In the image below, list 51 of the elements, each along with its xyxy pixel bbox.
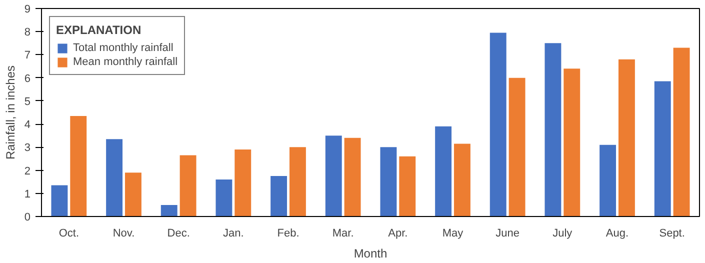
bar: [289, 147, 306, 216]
bar: [435, 126, 452, 216]
bar: [600, 144, 616, 216]
bar: [70, 116, 87, 216]
x-tick-label: Dec.: [167, 228, 190, 240]
legend-label: Total monthly rainfall: [73, 42, 174, 54]
x-tick-label: Mar.: [332, 228, 354, 240]
bar: [454, 144, 470, 216]
y-tick-label: 9: [24, 4, 31, 16]
legend-title: EXPLANATION: [56, 23, 142, 37]
x-tick-label: Aug.: [606, 228, 629, 240]
bar: [618, 59, 635, 216]
y-tick-label: 0: [24, 212, 31, 224]
y-tick-label: 8: [24, 26, 31, 39]
x-tick-label: June: [496, 228, 520, 240]
bar: [216, 180, 232, 216]
bar: [180, 155, 196, 216]
bar: [325, 136, 342, 216]
x-tick-label: July: [552, 228, 573, 240]
x-tick-label: Sept.: [659, 228, 685, 240]
bar: [106, 139, 123, 216]
y-axis-title: Rainfall, in inches: [3, 65, 18, 160]
bar: [564, 68, 580, 216]
bar: [673, 48, 690, 216]
bar: [380, 147, 397, 216]
bar: [344, 138, 361, 216]
bar: [654, 81, 671, 216]
x-tick-label: Oct.: [58, 228, 80, 240]
bar: [544, 43, 562, 216]
x-axis-title: Month: [354, 246, 388, 260]
x-tick-label: Jan.: [223, 228, 244, 240]
y-tick-label: 7: [24, 50, 31, 62]
bar: [270, 176, 288, 216]
bar: [51, 185, 68, 216]
y-tick-label: 2: [24, 165, 31, 178]
y-tick-label: 6: [24, 72, 31, 85]
bar: [124, 172, 142, 216]
y-tick-label: 5: [24, 96, 31, 108]
bar: [160, 204, 178, 216]
bar: [508, 78, 526, 216]
x-tick-label: Nov.: [112, 228, 135, 240]
x-tick-label: Apr.: [388, 228, 408, 240]
bar: [490, 32, 506, 216]
bar: [399, 156, 416, 216]
y-tick-label: 3: [24, 142, 31, 154]
x-tick-label: Feb.: [277, 228, 300, 240]
y-tick-label: 1: [24, 188, 31, 200]
x-tick-label: May: [442, 228, 464, 240]
legend-label: Mean monthly rainfall: [73, 56, 178, 68]
bar: [234, 149, 252, 216]
y-tick-label: 4: [24, 119, 31, 132]
